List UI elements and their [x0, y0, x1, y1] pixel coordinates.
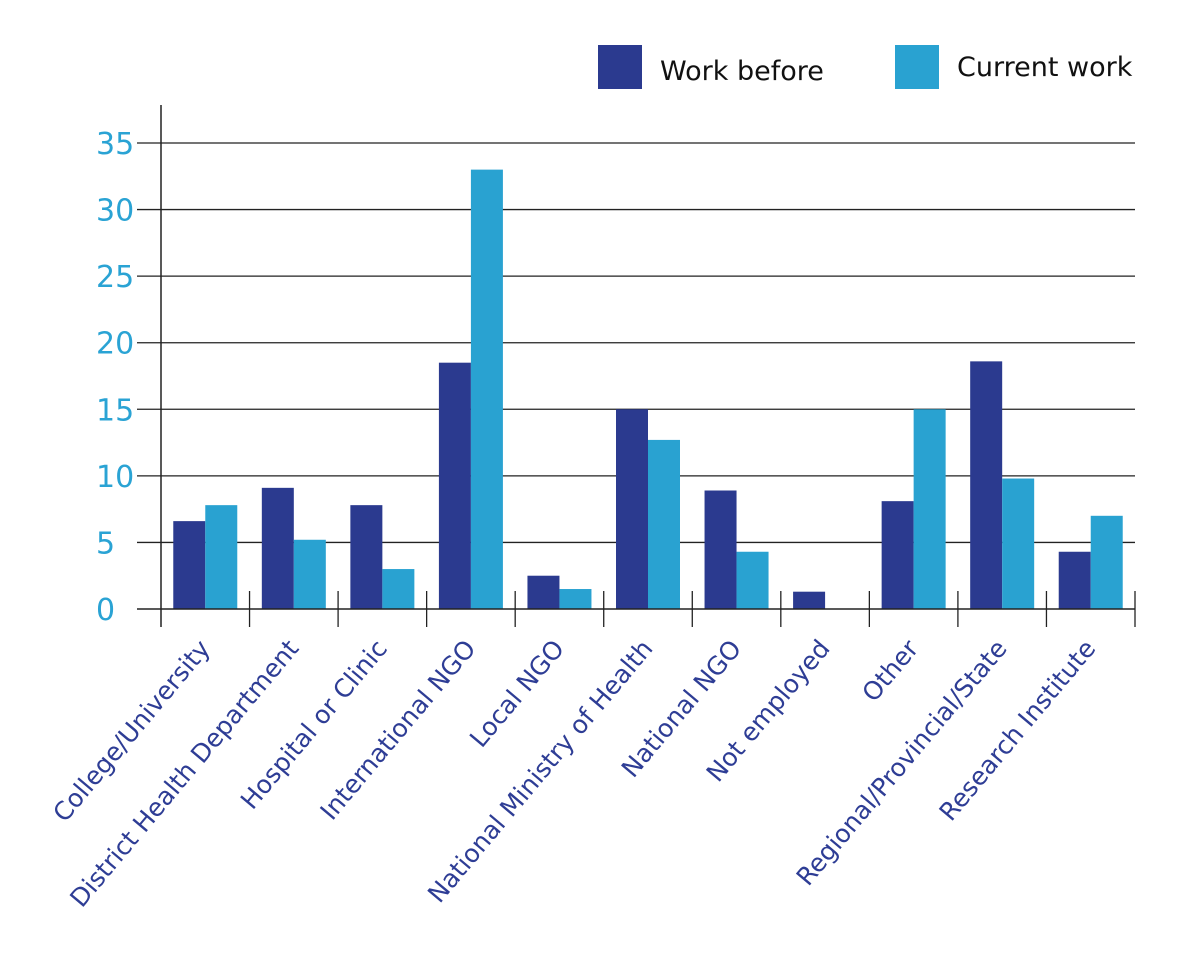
- bar-work-before-3: [438, 362, 471, 609]
- legend: Work before Current work: [598, 45, 1133, 89]
- y-tick-label-0: 0: [96, 593, 115, 628]
- x-tick-label-8: Other: [856, 634, 924, 708]
- bar-current-work-8: [913, 409, 946, 609]
- bar-current-work-0: [205, 505, 238, 609]
- y-tick-label-25: 25: [96, 260, 134, 295]
- bar-current-work-6: [736, 551, 769, 609]
- bar-work-before-7: [793, 591, 826, 609]
- bar-current-work-3: [470, 169, 503, 609]
- legend-label-1: Current work: [957, 52, 1133, 83]
- bar-work-before-6: [704, 490, 737, 609]
- y-tick-label-10: 10: [96, 460, 134, 495]
- bar-work-before-4: [527, 575, 560, 609]
- bar-current-work-10: [1090, 515, 1123, 609]
- y-tick-label-20: 20: [96, 327, 134, 362]
- legend-label-0: Work before: [660, 56, 824, 87]
- bars: [173, 169, 1123, 609]
- x-tick-label-3: International NGO: [314, 634, 481, 825]
- legend-swatch-1: [895, 45, 939, 89]
- bar-work-before-5: [616, 409, 648, 609]
- bar-work-before-10: [1058, 551, 1091, 609]
- y-tick-label-35: 35: [96, 127, 134, 162]
- bar-work-before-1: [261, 487, 294, 609]
- bar-current-work-5: [648, 439, 680, 609]
- bar-current-work-2: [382, 569, 415, 609]
- axes: [137, 105, 1136, 627]
- bar-current-work-4: [559, 589, 592, 609]
- x-tick-label-10: Research Institute: [934, 634, 1102, 826]
- bar-current-work-1: [293, 539, 326, 609]
- y-tick-label-5: 5: [96, 526, 115, 561]
- bar-work-before-0: [173, 521, 206, 609]
- y-tick-label-15: 15: [96, 393, 134, 428]
- legend-swatch-0: [598, 45, 642, 89]
- bar-work-before-9: [970, 361, 1003, 609]
- y-tick-label-30: 30: [96, 194, 134, 229]
- bar-work-before-2: [350, 505, 383, 609]
- y-axis-ticks: 0 5 10 15 20 25 30 35: [96, 127, 134, 628]
- bar-current-work-9: [1002, 478, 1035, 609]
- x-tick-label-0: College/University: [47, 634, 216, 827]
- bar-work-before-8: [881, 501, 914, 609]
